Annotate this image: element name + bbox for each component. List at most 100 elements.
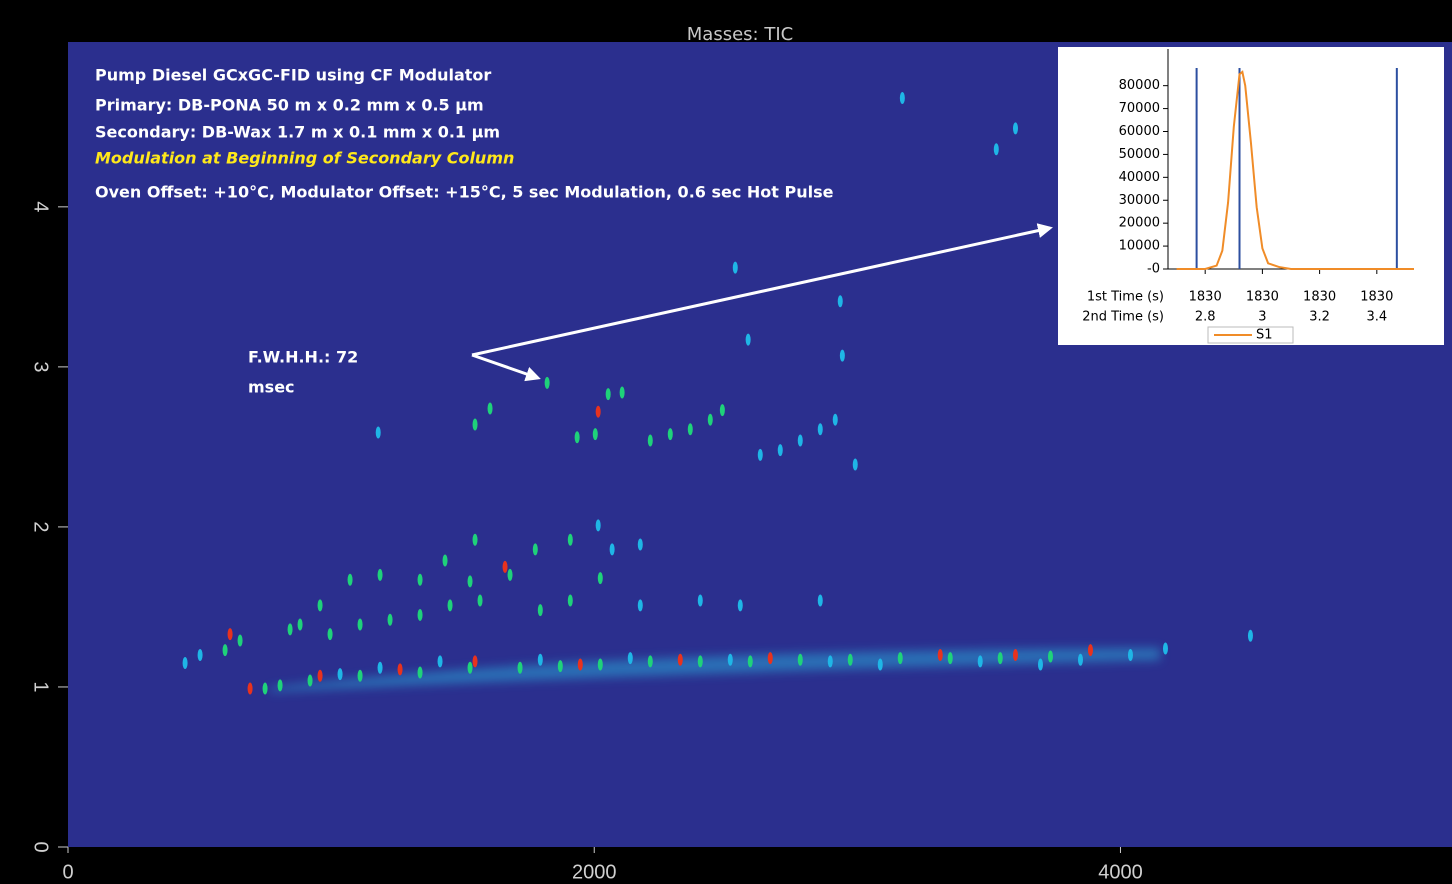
peak	[993, 143, 999, 156]
peak	[327, 628, 333, 641]
x-tick-label-primary: 1830	[1189, 290, 1222, 305]
y-tick-label: 80000	[1119, 78, 1160, 93]
x-tick-label: 2.8	[1195, 310, 1216, 325]
annotation: Oven Offset: +10°C, Modulator Offset: +1…	[95, 183, 834, 202]
peak	[222, 644, 228, 657]
peak	[277, 679, 283, 692]
peak	[687, 423, 693, 436]
signal-band	[270, 648, 1160, 692]
peak	[817, 423, 823, 436]
peak	[1047, 650, 1053, 663]
peak	[507, 568, 513, 581]
peak	[877, 658, 883, 671]
peak	[757, 448, 763, 461]
peak	[557, 660, 563, 673]
peak	[637, 599, 643, 612]
peak	[472, 533, 478, 546]
x-tick-label: 0	[62, 861, 73, 883]
peak-label: F.W.H.H.: 72	[248, 348, 358, 367]
peak	[897, 652, 903, 665]
peak	[847, 653, 853, 666]
peak	[262, 682, 268, 695]
peak	[437, 655, 443, 668]
peak	[595, 519, 601, 532]
peak	[317, 669, 323, 682]
peaks	[182, 92, 1253, 695]
peak	[544, 376, 550, 389]
peak	[947, 652, 953, 665]
x-tick-label-primary: 1830	[1303, 290, 1336, 305]
y-tick-label: 10000	[1119, 239, 1160, 254]
peak	[297, 618, 303, 631]
peak	[719, 404, 725, 417]
peak	[595, 405, 601, 418]
peak	[357, 618, 363, 631]
peak	[832, 413, 838, 426]
peak	[647, 434, 653, 447]
peak	[472, 655, 478, 668]
peak	[1077, 653, 1083, 666]
peak	[852, 458, 858, 471]
peak	[357, 669, 363, 682]
peak	[597, 658, 603, 671]
inset-background	[1058, 47, 1444, 345]
arrow	[471, 353, 541, 382]
peak	[745, 333, 751, 346]
peak	[1127, 648, 1133, 661]
peak	[467, 661, 473, 674]
peak	[767, 652, 773, 665]
axis-row-label: 1st Time (s)	[1087, 290, 1164, 305]
x-tick-label: 4000	[1098, 861, 1143, 883]
peak	[567, 594, 573, 607]
peak	[337, 668, 343, 681]
peak	[417, 573, 423, 586]
peak	[467, 575, 473, 588]
peak	[937, 648, 943, 661]
peak	[397, 663, 403, 676]
peak	[537, 604, 543, 617]
legend-label: S1	[1256, 328, 1273, 343]
peak	[827, 655, 833, 668]
peak	[287, 623, 293, 636]
y-tick-label: 1	[30, 681, 52, 692]
peak	[977, 655, 983, 668]
y-tick-label: 60000	[1119, 124, 1160, 139]
peak	[747, 655, 753, 668]
peak	[605, 388, 611, 401]
annotation: Pump Diesel GCxGC-FID using CF Modulator	[95, 66, 491, 85]
annotation: Secondary: DB-Wax 1.7 m x 0.1 mm x 0.1 μ…	[95, 123, 500, 142]
annotation: Modulation at Beginning of Secondary Col…	[95, 149, 514, 168]
peak	[317, 599, 323, 612]
arrow	[471, 223, 1053, 357]
peak	[307, 674, 313, 687]
x-tick-label-primary: 1830	[1246, 290, 1279, 305]
peak	[387, 613, 393, 626]
peak	[567, 533, 573, 546]
peak	[574, 431, 580, 444]
peak	[577, 658, 583, 671]
peak	[1087, 644, 1093, 657]
peak	[347, 573, 353, 586]
y-tick-label: 3	[30, 361, 52, 372]
peak	[417, 608, 423, 621]
peak	[182, 656, 188, 669]
peak	[472, 418, 478, 431]
peak	[647, 655, 653, 668]
series-line	[1176, 70, 1414, 270]
peak	[532, 543, 538, 556]
peak	[619, 386, 625, 399]
peak	[997, 652, 1003, 665]
peak	[677, 653, 683, 666]
peak	[899, 92, 905, 105]
peak	[502, 560, 508, 573]
peak	[417, 666, 423, 679]
peak	[837, 295, 843, 308]
peak	[839, 349, 845, 362]
peak	[697, 655, 703, 668]
x-tick-label-primary: 1830	[1360, 290, 1393, 305]
peak	[1012, 648, 1018, 661]
peak	[377, 661, 383, 674]
peak	[442, 554, 448, 567]
